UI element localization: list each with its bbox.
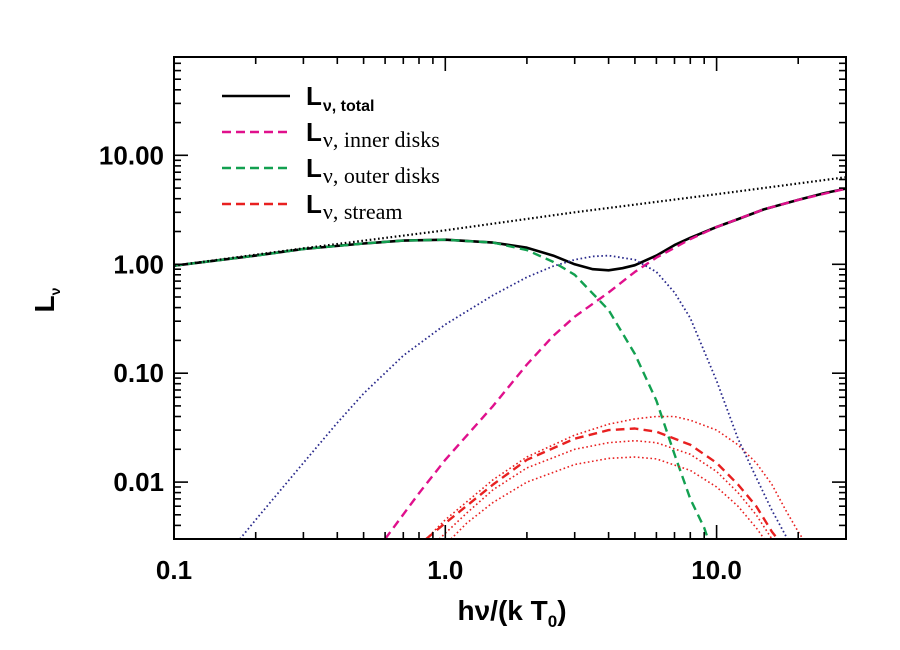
series-stream-lower-line (450, 456, 765, 539)
legend-label: Lν, stream (306, 189, 402, 224)
plot-area (174, 176, 846, 539)
series-stream-line (425, 427, 779, 539)
x-tick-label: 10.0 (691, 555, 742, 585)
legend-label: Lν, total (306, 81, 374, 115)
y-tick-label: 0.10 (113, 358, 164, 388)
legend-label: Lν, outer disks (306, 153, 440, 188)
x-axis-label: hν/(k T0) (457, 595, 566, 631)
y-tick-label: 0.01 (113, 467, 164, 497)
plot-frame (173, 56, 847, 540)
series-outer-disks-line (174, 238, 710, 539)
x-tick-label: 1.0 (427, 555, 463, 585)
legend-label: Lν, inner disks (306, 117, 440, 152)
axis-ticks: 0.1 1.0 10.0 0.01 0.10 1.00 10.00 (99, 56, 847, 585)
y-tick-label: 1.00 (113, 249, 164, 279)
y-tick-label: 10.00 (99, 140, 164, 170)
series-inner-disks-line (384, 187, 846, 539)
x-tick-label: 0.1 (156, 555, 192, 585)
series-blackbody-line (239, 254, 789, 539)
y-axis-label: Lν (29, 287, 63, 312)
